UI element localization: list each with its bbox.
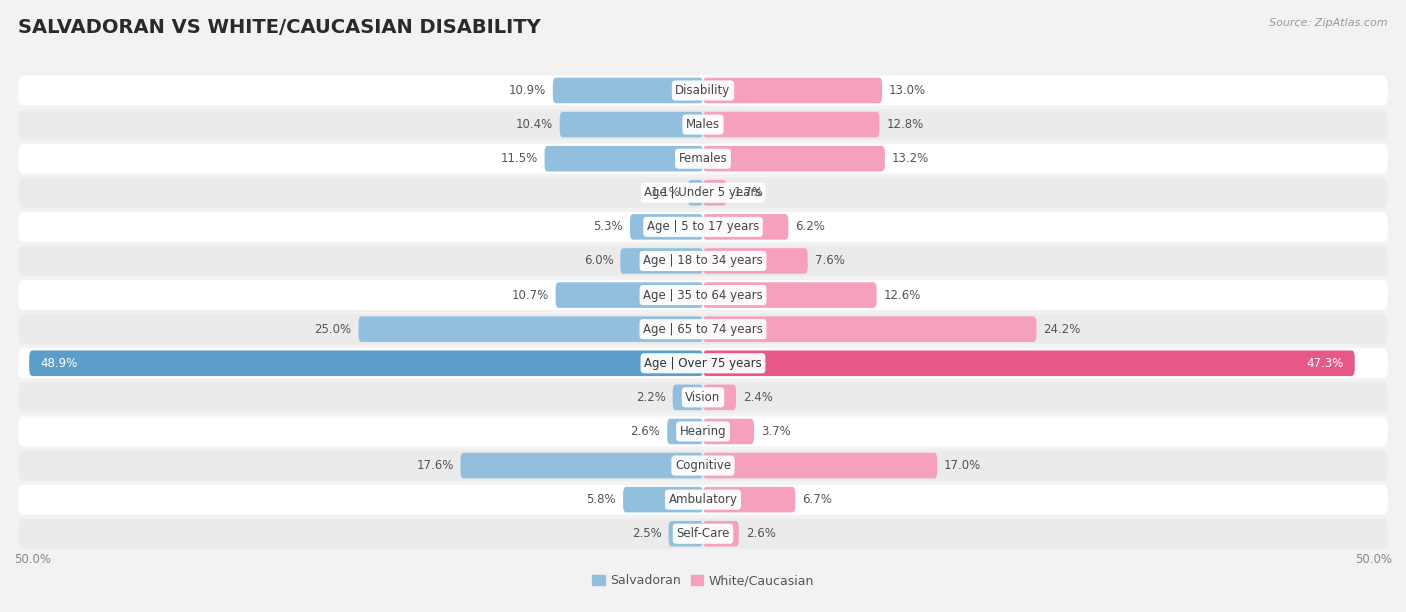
Text: Age | Over 75 years: Age | Over 75 years	[644, 357, 762, 370]
FancyBboxPatch shape	[703, 384, 737, 410]
FancyBboxPatch shape	[703, 78, 882, 103]
Text: 12.6%: 12.6%	[883, 289, 921, 302]
FancyBboxPatch shape	[18, 314, 1388, 344]
Text: 5.3%: 5.3%	[593, 220, 623, 233]
Text: 24.2%: 24.2%	[1043, 323, 1081, 335]
Text: 1.1%: 1.1%	[651, 186, 681, 200]
Text: Age | 5 to 17 years: Age | 5 to 17 years	[647, 220, 759, 233]
Text: Self-Care: Self-Care	[676, 528, 730, 540]
Text: Males: Males	[686, 118, 720, 131]
FancyBboxPatch shape	[18, 348, 1388, 378]
FancyBboxPatch shape	[672, 384, 703, 410]
FancyBboxPatch shape	[18, 485, 1388, 515]
FancyBboxPatch shape	[703, 419, 754, 444]
FancyBboxPatch shape	[18, 110, 1388, 140]
FancyBboxPatch shape	[703, 180, 727, 206]
FancyBboxPatch shape	[623, 487, 703, 512]
FancyBboxPatch shape	[668, 419, 703, 444]
FancyBboxPatch shape	[703, 248, 807, 274]
Text: 10.4%: 10.4%	[516, 118, 553, 131]
Text: 7.6%: 7.6%	[814, 255, 845, 267]
Text: 17.6%: 17.6%	[416, 459, 454, 472]
FancyBboxPatch shape	[703, 453, 938, 479]
FancyBboxPatch shape	[555, 282, 703, 308]
FancyBboxPatch shape	[703, 351, 1355, 376]
Text: 6.0%: 6.0%	[583, 255, 613, 267]
Text: 2.6%: 2.6%	[630, 425, 661, 438]
FancyBboxPatch shape	[703, 487, 796, 512]
Text: Age | 65 to 74 years: Age | 65 to 74 years	[643, 323, 763, 335]
Text: SALVADORAN VS WHITE/CAUCASIAN DISABILITY: SALVADORAN VS WHITE/CAUCASIAN DISABILITY	[18, 18, 541, 37]
Text: 11.5%: 11.5%	[501, 152, 537, 165]
Text: Age | 18 to 34 years: Age | 18 to 34 years	[643, 255, 763, 267]
FancyBboxPatch shape	[703, 214, 789, 240]
Text: Source: ZipAtlas.com: Source: ZipAtlas.com	[1270, 18, 1388, 28]
FancyBboxPatch shape	[18, 416, 1388, 447]
FancyBboxPatch shape	[18, 246, 1388, 276]
Text: 1.7%: 1.7%	[734, 186, 763, 200]
Text: 17.0%: 17.0%	[945, 459, 981, 472]
Text: 10.7%: 10.7%	[512, 289, 548, 302]
FancyBboxPatch shape	[18, 382, 1388, 412]
Text: 13.0%: 13.0%	[889, 84, 927, 97]
FancyBboxPatch shape	[18, 75, 1388, 105]
FancyBboxPatch shape	[703, 112, 879, 137]
Legend: Salvadoran, White/Caucasian: Salvadoran, White/Caucasian	[588, 569, 818, 592]
FancyBboxPatch shape	[18, 177, 1388, 208]
Text: 48.9%: 48.9%	[41, 357, 77, 370]
Text: 6.7%: 6.7%	[803, 493, 832, 506]
Text: 50.0%: 50.0%	[14, 553, 51, 565]
Text: 10.9%: 10.9%	[509, 84, 546, 97]
Text: 2.6%: 2.6%	[745, 528, 776, 540]
FancyBboxPatch shape	[359, 316, 703, 342]
FancyBboxPatch shape	[688, 180, 703, 206]
FancyBboxPatch shape	[18, 450, 1388, 480]
FancyBboxPatch shape	[630, 214, 703, 240]
FancyBboxPatch shape	[18, 144, 1388, 174]
FancyBboxPatch shape	[461, 453, 703, 479]
Text: Vision: Vision	[685, 391, 721, 404]
FancyBboxPatch shape	[560, 112, 703, 137]
FancyBboxPatch shape	[544, 146, 703, 171]
Text: Ambulatory: Ambulatory	[668, 493, 738, 506]
FancyBboxPatch shape	[703, 316, 1036, 342]
Text: 25.0%: 25.0%	[315, 323, 352, 335]
Text: 2.2%: 2.2%	[636, 391, 666, 404]
Text: 13.2%: 13.2%	[891, 152, 929, 165]
Text: Hearing: Hearing	[679, 425, 727, 438]
Text: Disability: Disability	[675, 84, 731, 97]
FancyBboxPatch shape	[669, 521, 703, 547]
FancyBboxPatch shape	[620, 248, 703, 274]
Text: 47.3%: 47.3%	[1306, 357, 1344, 370]
Text: Age | Under 5 years: Age | Under 5 years	[644, 186, 762, 200]
Text: Cognitive: Cognitive	[675, 459, 731, 472]
FancyBboxPatch shape	[18, 519, 1388, 549]
Text: 3.7%: 3.7%	[761, 425, 790, 438]
FancyBboxPatch shape	[18, 212, 1388, 242]
FancyBboxPatch shape	[703, 146, 884, 171]
FancyBboxPatch shape	[553, 78, 703, 103]
Text: 12.8%: 12.8%	[886, 118, 924, 131]
Text: 50.0%: 50.0%	[1355, 553, 1392, 565]
Text: 2.5%: 2.5%	[631, 528, 662, 540]
Text: 5.8%: 5.8%	[586, 493, 616, 506]
FancyBboxPatch shape	[18, 280, 1388, 310]
FancyBboxPatch shape	[703, 521, 738, 547]
Text: Females: Females	[679, 152, 727, 165]
Text: Age | 35 to 64 years: Age | 35 to 64 years	[643, 289, 763, 302]
FancyBboxPatch shape	[703, 282, 876, 308]
FancyBboxPatch shape	[30, 351, 703, 376]
Text: 2.4%: 2.4%	[742, 391, 773, 404]
Text: 6.2%: 6.2%	[796, 220, 825, 233]
